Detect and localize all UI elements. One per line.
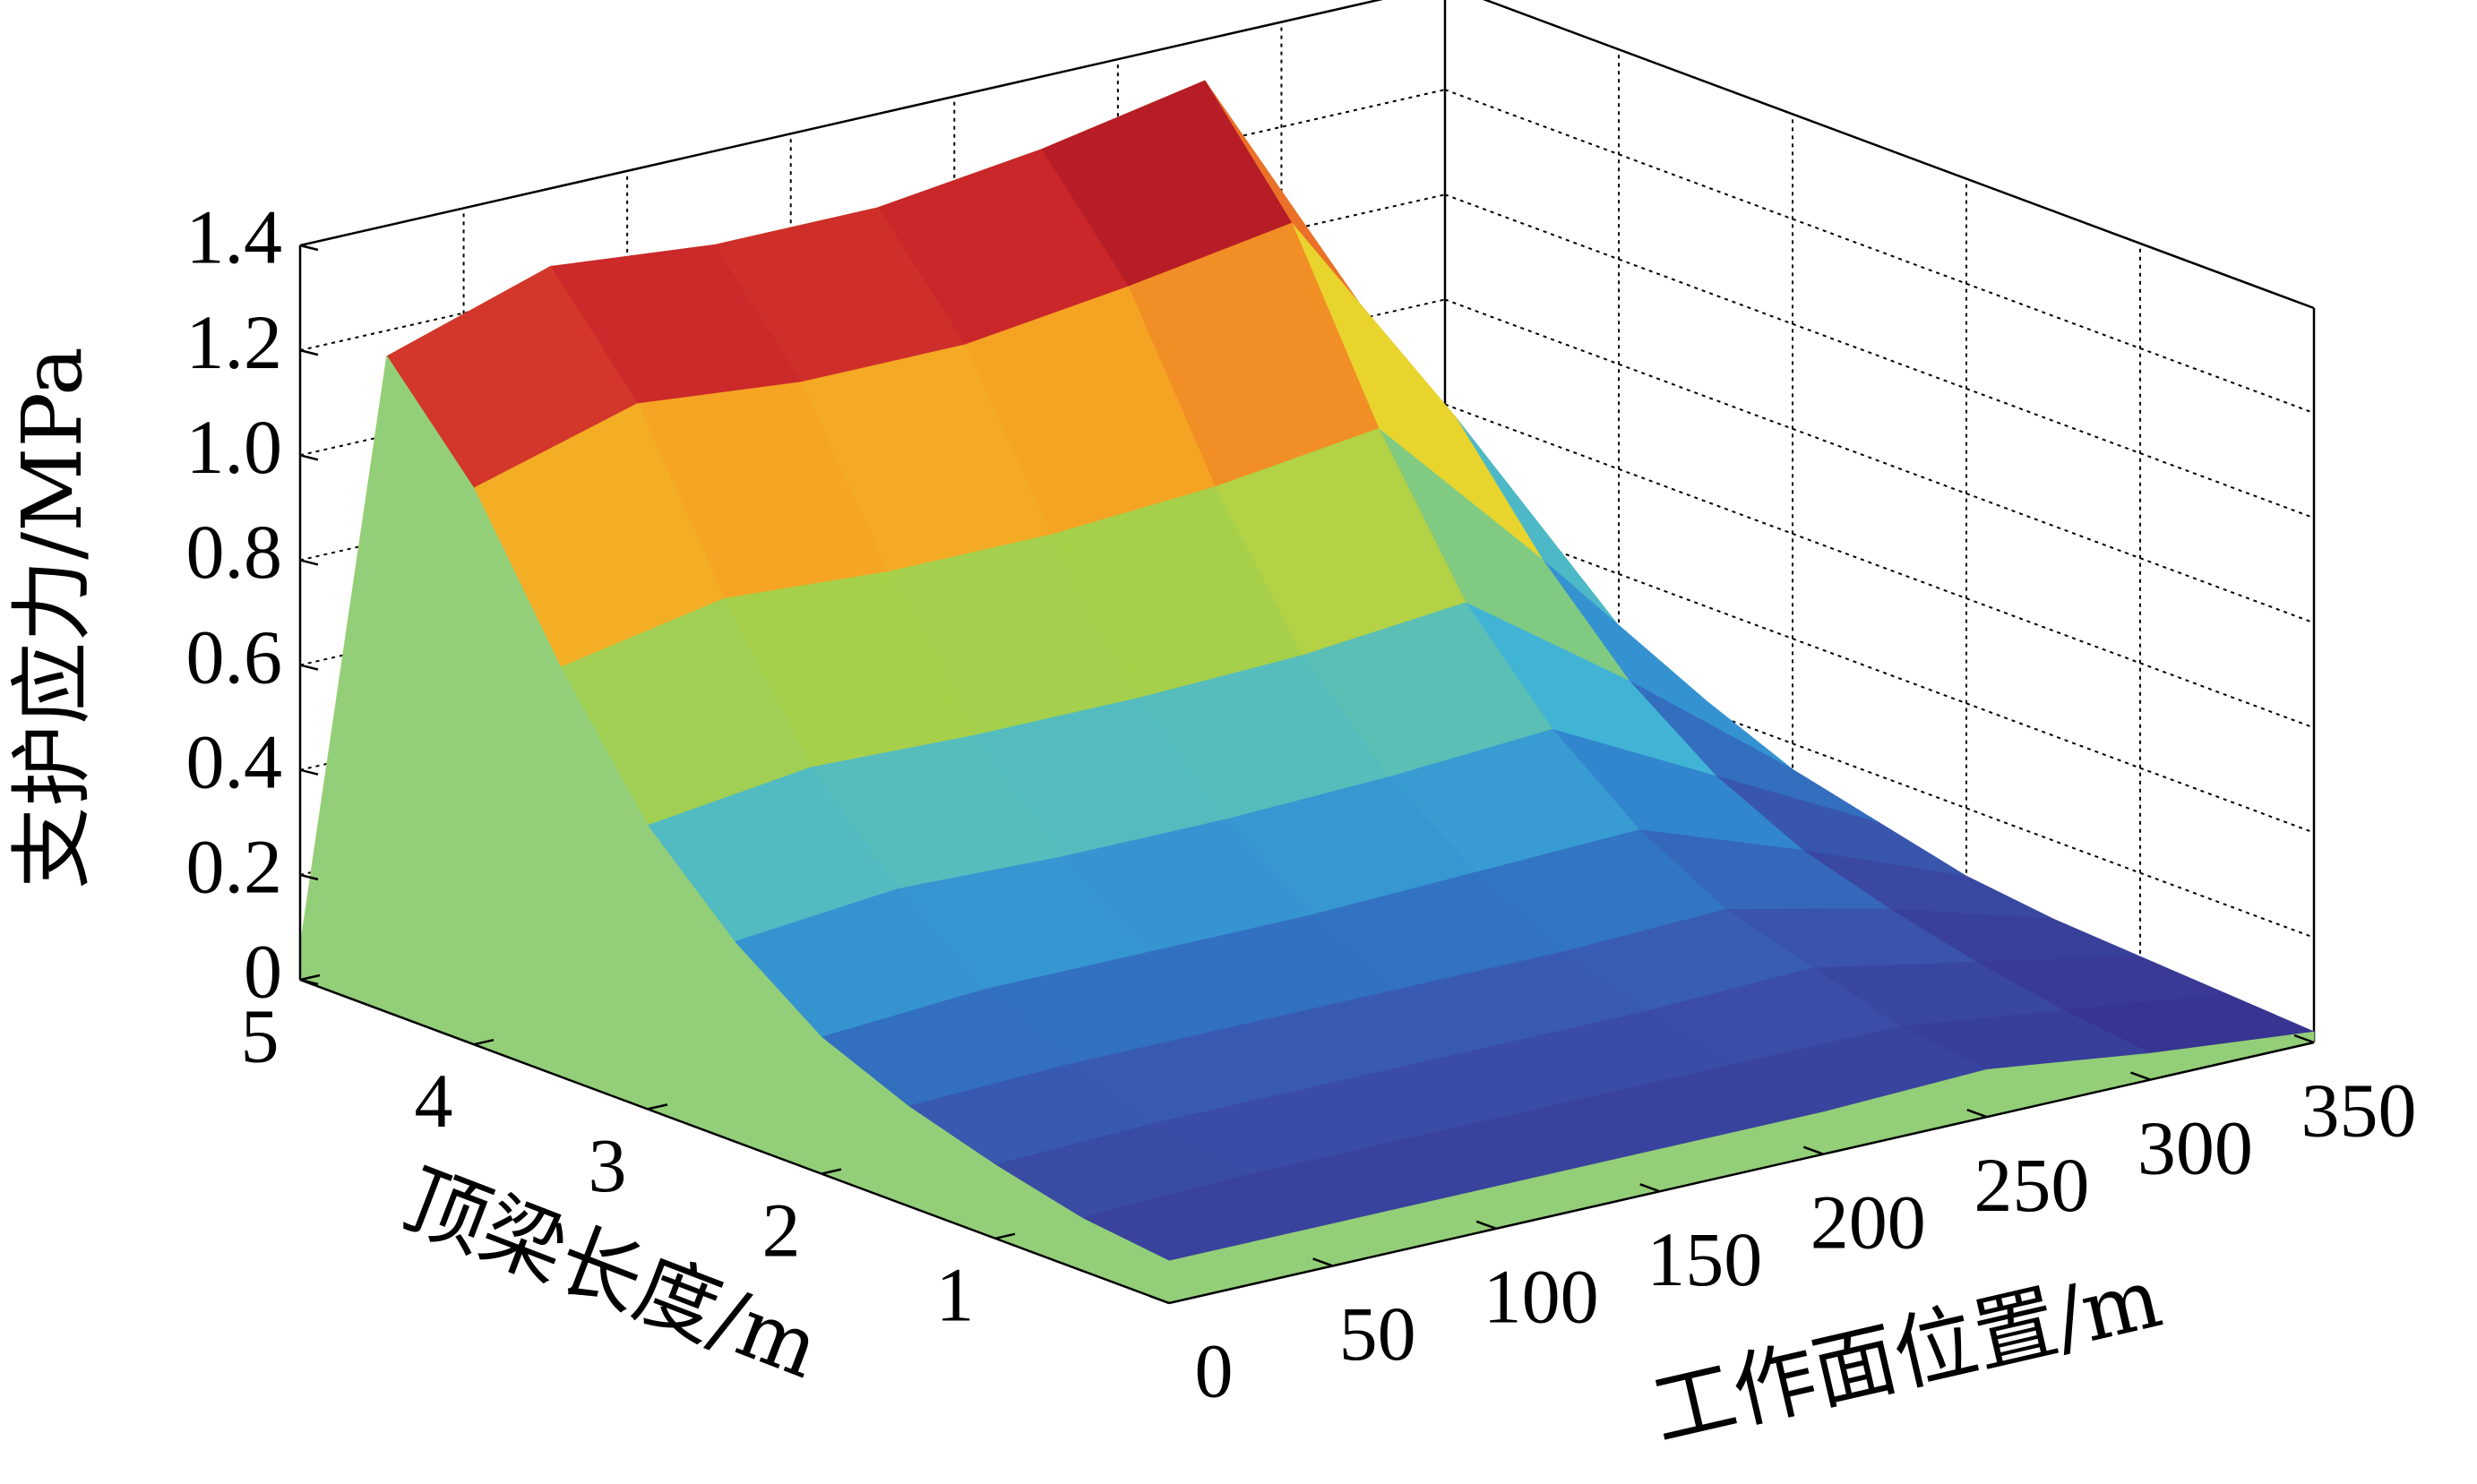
edge-curtain — [299, 356, 388, 1013]
y-tick-label: 5 — [241, 993, 280, 1079]
y-tick — [994, 1232, 1016, 1240]
z-tick-label: 1.2 — [186, 299, 283, 385]
z-tick — [299, 978, 319, 986]
y-tick-label: 3 — [589, 1122, 627, 1208]
y-tick — [473, 1038, 495, 1046]
z-tick — [299, 244, 319, 252]
grid-line — [1444, 298, 2315, 624]
x-tick-label: 100 — [1484, 1254, 1599, 1340]
z-tick — [299, 664, 319, 671]
z-tick — [299, 559, 319, 566]
grid-line — [1444, 89, 2315, 415]
y-tick-label: 4 — [415, 1058, 453, 1144]
z-tick-label: 0.4 — [186, 718, 283, 804]
x-tick — [1802, 1145, 1824, 1155]
x-axis — [1168, 1041, 2315, 1305]
z-tick — [299, 873, 319, 881]
x-tick-label: 0 — [1195, 1328, 1234, 1414]
x-tick — [1639, 1183, 1661, 1193]
z-axis-label: 支护应力/MPa — [4, 347, 100, 889]
x-tick — [1475, 1220, 1497, 1231]
surface — [299, 80, 2315, 1304]
z-tick-label: 0.8 — [186, 509, 283, 595]
z-tick-label: 0.2 — [186, 824, 283, 910]
axes: 0 0.2 0.4 0.6 0.8 1.0 1.2 1.4 0 50 100 150 200 250 300… — [186, 194, 2417, 1414]
x-tick-label: 150 — [1647, 1216, 1762, 1302]
y-tick — [299, 974, 321, 982]
grid-line — [1444, 193, 2315, 519]
y-tick — [647, 1103, 668, 1111]
x-tick-label: 250 — [1974, 1142, 2089, 1228]
x-tick — [2293, 1034, 2315, 1044]
x-tick-label: 200 — [1810, 1179, 1926, 1265]
x-tick — [1312, 1257, 1333, 1267]
grid-line — [1483, 0, 2315, 309]
x-tick-label: 350 — [2301, 1068, 2417, 1154]
grid-line — [1444, 403, 2315, 729]
x-tick-label: 50 — [1339, 1291, 1416, 1377]
z-tick-label: 0.6 — [186, 613, 283, 699]
z-tick-label: 1.4 — [186, 194, 283, 280]
y-tick — [821, 1168, 842, 1175]
x-tick — [1148, 1294, 1170, 1305]
wall-edge — [1483, 0, 2315, 310]
z-tick-label: 0 — [244, 929, 282, 1015]
z-tick — [299, 768, 319, 776]
x-tick — [1966, 1108, 1988, 1119]
grid-line — [1444, 508, 2315, 834]
z-tick-label: 1.0 — [186, 404, 283, 490]
y-axis — [299, 978, 1170, 1305]
z-tick — [299, 454, 319, 461]
y-tick-label: 1 — [936, 1252, 975, 1338]
z-tick — [299, 348, 319, 356]
y-tick-label: 2 — [762, 1187, 801, 1273]
x-tick — [2130, 1071, 2151, 1081]
grid-line — [299, 0, 1382, 246]
x-tick-label: 300 — [2137, 1104, 2253, 1190]
